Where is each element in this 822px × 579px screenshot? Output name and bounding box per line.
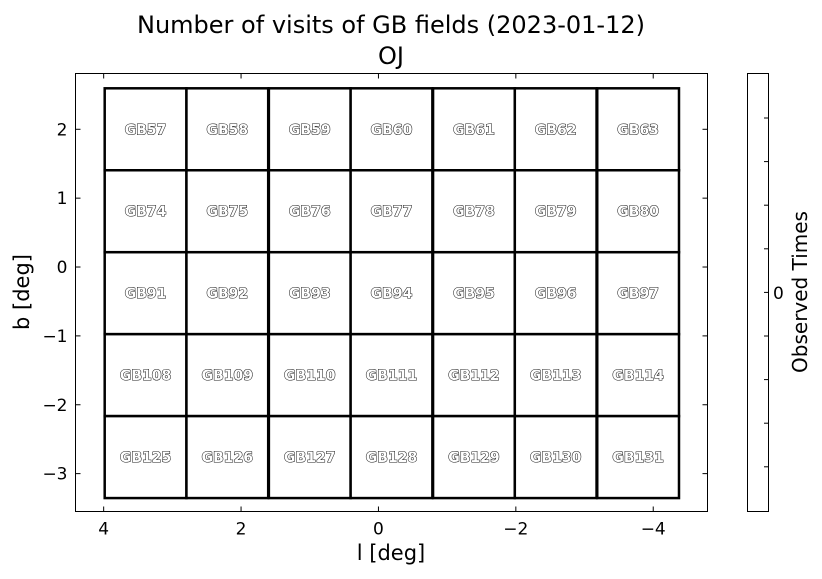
plot-area-frame [75,73,708,512]
field-label: GB93 [289,286,331,302]
colorbar: 0 Observed Times [747,73,812,512]
field-label: GB94 [371,286,413,302]
colorbar-tick-label: 0 [773,284,784,304]
field-label: GB95 [453,286,495,302]
field-label: GB129 [448,450,499,466]
field-label: GB111 [366,368,417,384]
y-tick-label: −2 [42,396,67,416]
chart-subtitle: OJ [378,42,404,70]
colorbar-label: Observed Times [788,211,812,373]
field-label: GB109 [202,368,253,384]
field-label: GB75 [206,204,248,220]
field-cell-GB80 [595,169,681,254]
field-cell-GB62 [513,87,598,172]
field-label: GB113 [530,368,581,384]
field-label: GB74 [125,204,167,220]
y-tick-label: 0 [57,258,68,278]
chart-title: Number of visits of GB fields (2023-01-1… [137,11,645,39]
field-label: GB127 [284,450,335,466]
x-tick-label: 4 [98,520,109,540]
field-label: GB110 [284,368,336,384]
y-tick-label: −3 [42,465,67,485]
field-cell-GB74 [103,169,188,254]
y-axis-label: b [deg] [10,254,34,330]
field-label: GB60 [371,122,413,138]
field-label: GB62 [535,122,577,138]
field-cell-GB131 [595,414,681,500]
field-label: GB63 [617,122,659,138]
field-cell-GB92 [185,250,270,336]
field-label: GB96 [535,286,577,302]
y-tick-label: 2 [57,120,68,140]
field-label: GB57 [125,122,167,138]
field-cell-GB125 [103,414,188,500]
colorbar-ticks [764,117,769,468]
field-label: GB91 [125,286,167,302]
field-label: GB108 [120,368,171,384]
field-label: GB131 [612,450,663,466]
field-label: GB59 [289,122,331,138]
x-tick-label: −2 [503,520,528,540]
field-label: GB92 [206,286,248,302]
field-label: GB58 [206,122,248,138]
field-label: GB128 [366,450,417,466]
field-cell-GB96 [513,250,598,336]
field-label: GB126 [202,450,253,466]
field-label: GB112 [448,368,499,384]
y-tick-label: −1 [42,327,67,347]
x-axis: 4 2 0 −2 −4 [98,73,666,540]
field-label: GB125 [120,450,171,466]
field-cell-GB58 [185,87,270,172]
field-cell-GB78 [431,169,517,254]
field-label: GB80 [617,204,659,220]
field-label: GB130 [530,450,582,466]
field-cell-GB93 [267,250,352,336]
x-tick-label: 0 [373,520,384,540]
field-cell-GB113 [513,332,598,418]
y-tick-label: 1 [57,189,68,209]
field-label: GB61 [453,122,495,138]
field-label: GB76 [289,204,331,220]
field-label: GB79 [535,204,577,220]
field-grid: GB57 GB58 GB59 GB60 GB61 GB62 GB63 GB74 GB75 GB76… [103,87,681,500]
field-cell-GB57 [103,87,188,172]
field-label: GB77 [371,204,413,220]
field-cell-GB97 [595,250,681,336]
field-label: GB97 [617,286,659,302]
field-label: GB78 [453,204,495,220]
field-cell-GB108 [103,332,188,418]
x-tick-label: 2 [236,520,247,540]
field-cell-GB95 [431,250,517,336]
field-label: GB114 [612,368,664,384]
y-axis: 2 1 0 −1 −2 −3 [42,120,708,485]
field-cell-GB109 [185,332,270,418]
field-cell-GB130 [513,414,598,500]
x-axis-label: l [deg] [357,541,425,565]
field-cell-GB76 [267,169,352,254]
field-cell-GB127 [267,414,352,500]
x-tick-label: −4 [641,520,666,540]
